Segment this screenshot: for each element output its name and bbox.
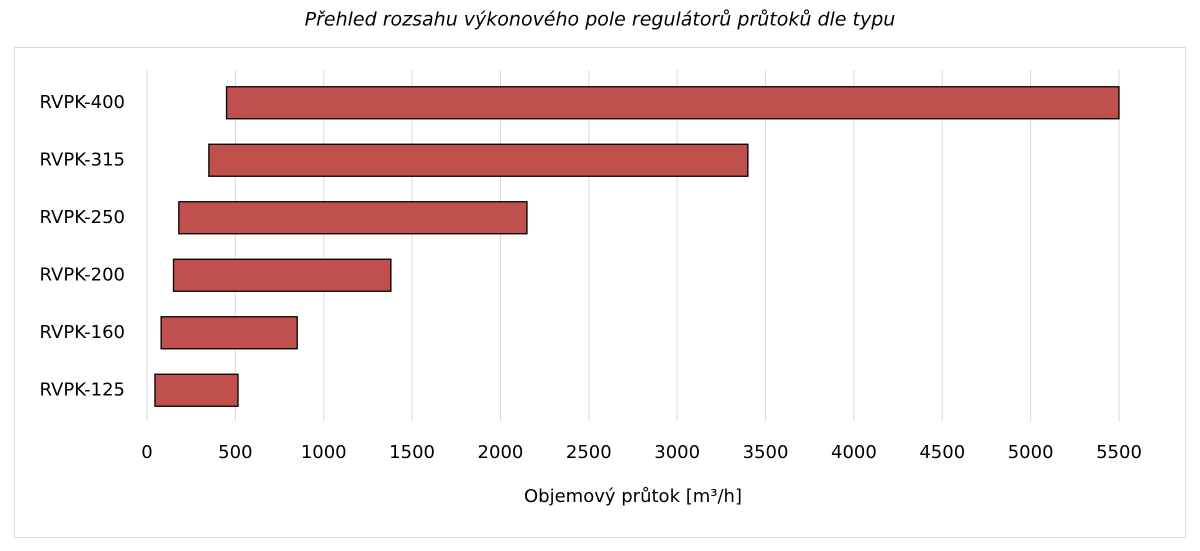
y-tick-label: RVPK-250 xyxy=(40,207,125,228)
x-tick-label: 4500 xyxy=(919,442,965,463)
x-axis-label: Objemový průtok [m³/h] xyxy=(524,486,742,507)
x-tick-label: 5000 xyxy=(1008,442,1054,463)
y-tick-label: RVPK-315 xyxy=(40,149,125,170)
x-tick-label: 500 xyxy=(218,442,252,463)
x-tick-label: 3000 xyxy=(654,442,700,463)
bar xyxy=(154,373,239,407)
x-tick-label: 2000 xyxy=(478,442,524,463)
bar xyxy=(178,201,528,235)
chart-title: Přehled rozsahu výkonového pole reguláto… xyxy=(305,9,896,31)
y-tick-label: RVPK-125 xyxy=(40,379,125,400)
x-tick-label: 4000 xyxy=(831,442,877,463)
x-tick-label: 1000 xyxy=(301,442,347,463)
x-tick-label: 3500 xyxy=(743,442,789,463)
chart-frame xyxy=(14,47,1186,538)
bar xyxy=(225,86,1120,120)
x-tick-label: 0 xyxy=(141,442,152,463)
bar xyxy=(208,143,749,177)
y-tick-label: RVPK-400 xyxy=(40,92,125,113)
bar xyxy=(160,316,298,350)
x-tick-label: 1500 xyxy=(389,442,435,463)
x-tick-label: 5500 xyxy=(1096,442,1142,463)
bar xyxy=(172,258,392,292)
x-tick-label: 2500 xyxy=(566,442,612,463)
y-tick-label: RVPK-200 xyxy=(40,264,125,285)
y-tick-label: RVPK-160 xyxy=(40,322,125,343)
